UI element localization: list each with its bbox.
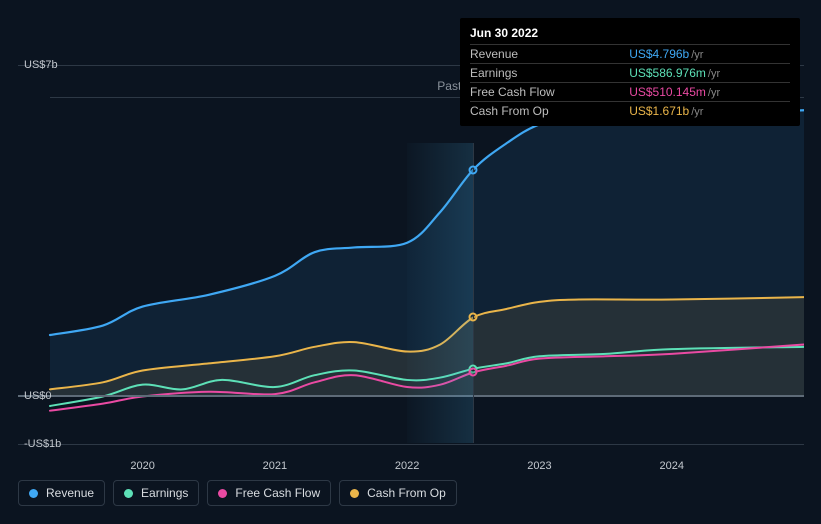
x-axis-label: 2021 <box>263 460 287 472</box>
legend-label: Earnings <box>141 486 188 500</box>
chart-legend: Revenue Earnings Free Cash Flow Cash Fro… <box>18 480 457 506</box>
tooltip-value: US$4.796b/yr <box>617 45 790 64</box>
legend-item-cashop[interactable]: Cash From Op <box>339 480 457 506</box>
tooltip-table: Revenue US$4.796b/yr Earnings US$586.976… <box>470 44 790 120</box>
y-axis-label: US$0 <box>24 390 52 402</box>
legend-dot-icon <box>124 489 133 498</box>
x-axis-label: 2020 <box>130 460 154 472</box>
gridline <box>18 444 804 445</box>
marker-revenue <box>469 165 478 174</box>
marker-fcf <box>469 368 478 377</box>
legend-label: Cash From Op <box>367 486 446 500</box>
legend-dot-icon <box>350 489 359 498</box>
chart-tooltip: Jun 30 2022 Revenue US$4.796b/yr Earning… <box>460 18 800 126</box>
legend-dot-icon <box>218 489 227 498</box>
tooltip-value: US$1.671b/yr <box>617 102 790 121</box>
section-label-past: Past <box>437 79 461 93</box>
tooltip-row-revenue: Revenue US$4.796b/yr <box>470 45 790 64</box>
financial-chart: US$7bUS$0-US$1b20202021202220232024PastA… <box>18 18 804 506</box>
tooltip-label: Earnings <box>470 64 617 83</box>
tooltip-value: US$510.145m/yr <box>617 83 790 102</box>
tooltip-row-earnings: Earnings US$586.976m/yr <box>470 64 790 83</box>
tooltip-row-cashop: Cash From Op US$1.671b/yr <box>470 102 790 121</box>
legend-item-earnings[interactable]: Earnings <box>113 480 199 506</box>
y-axis-label: -US$1b <box>24 438 61 450</box>
tooltip-label: Cash From Op <box>470 102 617 121</box>
legend-item-revenue[interactable]: Revenue <box>18 480 105 506</box>
tooltip-row-fcf: Free Cash Flow US$510.145m/yr <box>470 83 790 102</box>
tooltip-title: Jun 30 2022 <box>470 24 790 44</box>
marker-cash_from_op <box>469 313 478 322</box>
x-axis-label: 2024 <box>659 460 683 472</box>
past-forecast-divider <box>473 143 474 443</box>
y-axis-label: US$7b <box>24 59 58 71</box>
legend-label: Revenue <box>46 486 94 500</box>
gridline <box>18 395 804 397</box>
legend-label: Free Cash Flow <box>235 486 320 500</box>
legend-item-fcf[interactable]: Free Cash Flow <box>207 480 331 506</box>
tooltip-label: Revenue <box>470 45 617 64</box>
legend-dot-icon <box>29 489 38 498</box>
tooltip-value: US$586.976m/yr <box>617 64 790 83</box>
tooltip-label: Free Cash Flow <box>470 83 617 102</box>
x-axis-label: 2022 <box>395 460 419 472</box>
x-axis-label: 2023 <box>527 460 551 472</box>
